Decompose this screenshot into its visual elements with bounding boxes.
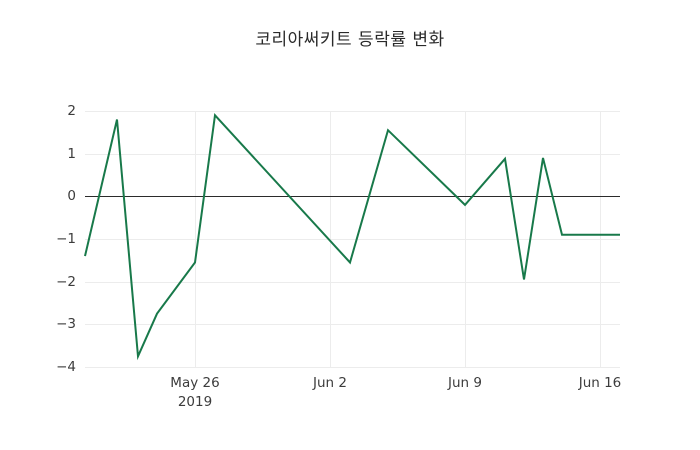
gridline-vertical bbox=[465, 111, 466, 367]
y-axis-tick-label: −4 bbox=[56, 359, 76, 375]
y-axis-tick-label: −1 bbox=[56, 231, 76, 247]
x-axis-tick-label: Jun 16 bbox=[578, 375, 622, 391]
y-axis-tick-label: −3 bbox=[56, 316, 76, 333]
gridline-horizontal bbox=[85, 153, 620, 155]
y-axis-tick-label: −2 bbox=[56, 273, 76, 290]
x-axis-tick-labels: May 26 2019 Jun 2 Jun 9 Jun 16 bbox=[85, 374, 622, 424]
y-axis-tick-labels: 2 1 0 −1 −2 −3 −4 bbox=[40, 103, 76, 375]
y-axis-tick-label: 0 bbox=[67, 188, 76, 205]
gridline-horizontal bbox=[85, 324, 620, 326]
plot-area bbox=[84, 111, 620, 368]
gridline-horizontal bbox=[85, 111, 620, 112]
gridline-horizontal bbox=[85, 281, 620, 283]
x-axis-tick-label: May 26 2019 bbox=[170, 375, 220, 410]
gridline-vertical bbox=[600, 111, 601, 367]
gridline-horizontal bbox=[85, 239, 620, 240]
zero-baseline bbox=[85, 196, 620, 198]
chart-title: 코리아써키트 등락률 변화 bbox=[255, 30, 445, 50]
gridline-vertical bbox=[195, 111, 196, 367]
gridline-horizontal bbox=[85, 367, 620, 368]
data-series-line bbox=[84, 113, 620, 361]
y-axis-tick-label: 1 bbox=[67, 145, 76, 162]
gridline-vertical bbox=[330, 111, 331, 367]
y-axis-tick-label: 2 bbox=[67, 103, 76, 119]
x-axis-tick-label: Jun 9 bbox=[448, 375, 482, 391]
x-axis-tick-label: Jun 2 bbox=[313, 375, 347, 391]
